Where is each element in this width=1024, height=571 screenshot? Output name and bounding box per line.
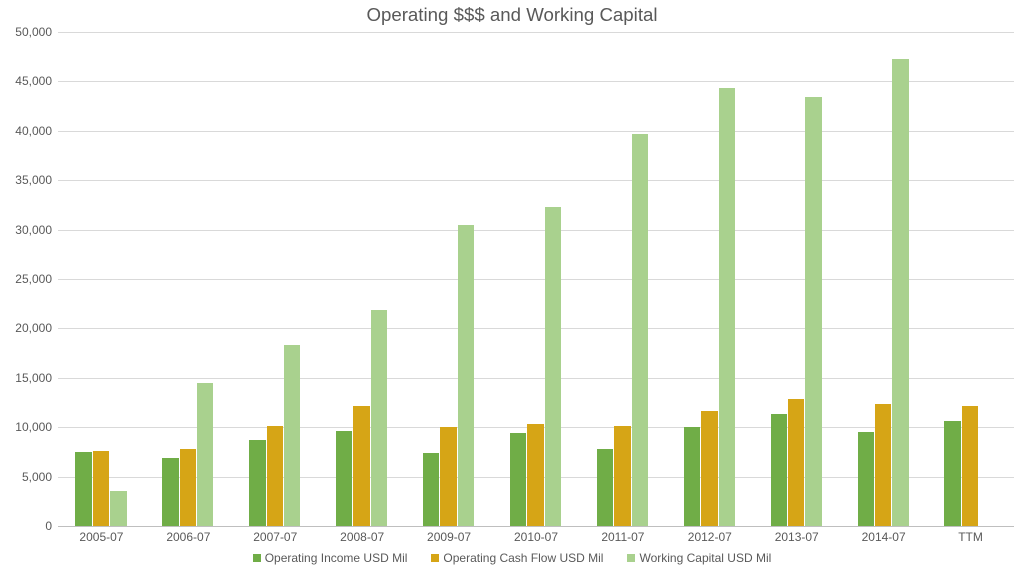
bar bbox=[353, 406, 369, 526]
gridline bbox=[58, 131, 1014, 132]
gridline bbox=[58, 230, 1014, 231]
bar bbox=[545, 207, 561, 526]
y-axis-label: 25,000 bbox=[4, 272, 52, 286]
bar bbox=[962, 406, 978, 526]
legend-item: Working Capital USD Mil bbox=[627, 550, 771, 565]
gridline bbox=[58, 378, 1014, 379]
legend-item: Operating Cash Flow USD Mil bbox=[431, 550, 603, 565]
legend: Operating Income USD Mil Operating Cash F… bbox=[0, 550, 1024, 565]
bar bbox=[614, 426, 630, 526]
bar bbox=[336, 431, 352, 526]
bar bbox=[162, 458, 178, 526]
y-axis-label: 35,000 bbox=[4, 173, 52, 187]
x-axis-label: 2010-07 bbox=[514, 530, 558, 544]
x-axis-label: TTM bbox=[958, 530, 983, 544]
chart-title: Operating $$$ and Working Capital bbox=[0, 4, 1024, 26]
bar bbox=[875, 404, 891, 527]
bar bbox=[892, 59, 908, 526]
y-axis-label: 10,000 bbox=[4, 420, 52, 434]
bar bbox=[858, 432, 874, 526]
gridline bbox=[58, 328, 1014, 329]
x-axis-label: 2008-07 bbox=[340, 530, 384, 544]
bar bbox=[440, 427, 456, 526]
bar bbox=[944, 421, 960, 526]
y-axis-label: 20,000 bbox=[4, 321, 52, 335]
bar bbox=[510, 433, 526, 526]
legend-swatch bbox=[431, 554, 439, 562]
bar bbox=[284, 345, 300, 526]
gridline bbox=[58, 32, 1014, 33]
bar bbox=[371, 310, 387, 526]
legend-label: Working Capital USD Mil bbox=[639, 551, 771, 565]
bar-chart: Operating $$$ and Working Capital Operat… bbox=[0, 0, 1024, 571]
bar bbox=[110, 491, 126, 526]
legend-label: Operating Income USD Mil bbox=[265, 551, 408, 565]
legend-swatch bbox=[253, 554, 261, 562]
bar bbox=[597, 449, 613, 526]
x-axis-label: 2007-07 bbox=[253, 530, 297, 544]
y-axis-label: 5,000 bbox=[4, 470, 52, 484]
x-axis-label: 2013-07 bbox=[775, 530, 819, 544]
bar bbox=[267, 426, 283, 526]
y-axis-label: 40,000 bbox=[4, 124, 52, 138]
bar bbox=[180, 449, 196, 526]
x-axis-label: 2006-07 bbox=[166, 530, 210, 544]
bar bbox=[632, 134, 648, 526]
gridline bbox=[58, 180, 1014, 181]
bar bbox=[249, 440, 265, 526]
y-axis-label: 15,000 bbox=[4, 371, 52, 385]
bar bbox=[805, 97, 821, 526]
y-axis-label: 50,000 bbox=[4, 25, 52, 39]
plot-area bbox=[58, 32, 1014, 526]
bar bbox=[719, 88, 735, 526]
bar bbox=[527, 424, 543, 526]
gridline bbox=[58, 81, 1014, 82]
bar bbox=[684, 427, 700, 526]
x-axis-label: 2011-07 bbox=[601, 530, 644, 544]
y-axis-label: 45,000 bbox=[4, 74, 52, 88]
gridline bbox=[58, 526, 1014, 527]
legend-label: Operating Cash Flow USD Mil bbox=[443, 551, 603, 565]
x-axis-label: 2012-07 bbox=[688, 530, 732, 544]
bar bbox=[701, 411, 717, 526]
bar bbox=[423, 453, 439, 526]
bar bbox=[788, 399, 804, 526]
bar bbox=[75, 452, 91, 526]
x-axis-label: 2014-07 bbox=[862, 530, 906, 544]
bar bbox=[771, 414, 787, 526]
bar bbox=[197, 383, 213, 526]
y-axis-label: 0 bbox=[4, 519, 52, 533]
bar bbox=[93, 451, 109, 526]
x-axis-label: 2009-07 bbox=[427, 530, 471, 544]
gridline bbox=[58, 279, 1014, 280]
y-axis-label: 30,000 bbox=[4, 223, 52, 237]
x-axis-label: 2005-07 bbox=[79, 530, 123, 544]
legend-swatch bbox=[627, 554, 635, 562]
bar bbox=[458, 225, 474, 526]
legend-item: Operating Income USD Mil bbox=[253, 550, 408, 565]
